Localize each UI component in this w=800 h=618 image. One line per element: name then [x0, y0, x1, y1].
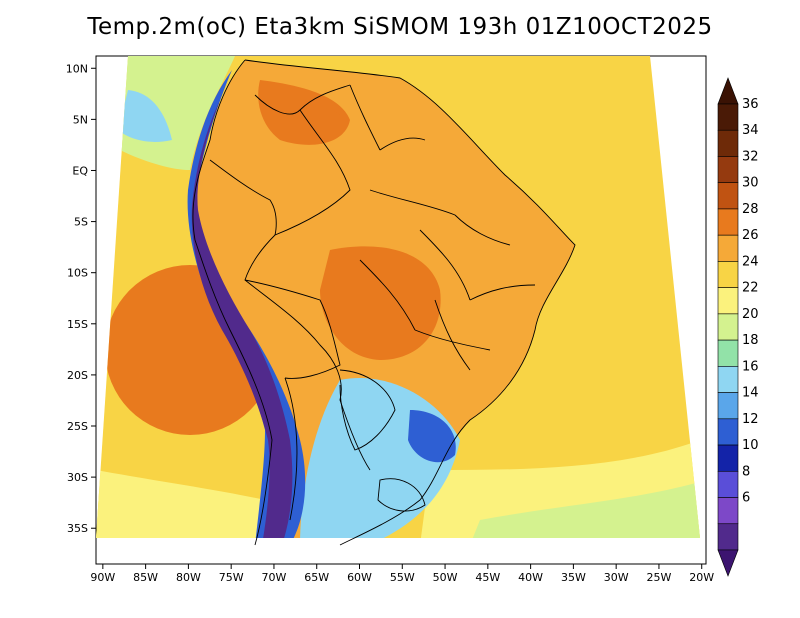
- colorbar-segment: [717, 182, 739, 210]
- peru-border: [209, 159, 277, 236]
- colorbar-label: 8: [742, 464, 750, 479]
- colorbar-label: 22: [742, 281, 759, 296]
- lon-tick-label: 25W: [647, 571, 672, 584]
- south-atlantic-cold-band: [470, 480, 700, 538]
- temperature-field: [96, 56, 700, 538]
- andes-cold-band: [191, 100, 293, 538]
- lon-tick-label: 50W: [433, 571, 458, 584]
- colorbar-segment: [717, 523, 739, 551]
- coastline: [244, 59, 576, 546]
- colorbar-label: 28: [742, 202, 759, 217]
- colorbar-label: 14: [742, 386, 759, 401]
- lat-tick-label: 5S: [74, 216, 88, 229]
- colorbar-label: 34: [742, 123, 759, 138]
- lon-tick-label: 75W: [219, 571, 244, 584]
- lon-tick-label: 80W: [176, 571, 201, 584]
- colorbar-label: 6: [742, 491, 750, 506]
- uruguay-border: [377, 478, 426, 512]
- colorbar-label: 16: [742, 359, 759, 374]
- colorbar: 36 34 32 30 28 26 24 22 20 18 16 14 12 10 8 6: [717, 77, 759, 577]
- latitude-axis: 10N 5N EQ 5S 10S 15S 20S 25S 30S 35S: [66, 62, 96, 535]
- colorbar-segment: [717, 261, 739, 288]
- lat-tick-label: 10N: [66, 62, 88, 75]
- north-pacific-cold-zone: [118, 90, 172, 142]
- colorbar-label: 36: [742, 97, 759, 112]
- lat-tick-label: 25S: [67, 420, 88, 433]
- brazil-state-lines: [359, 189, 536, 371]
- lon-tick-label: 55W: [390, 571, 415, 584]
- lon-tick-label: 30W: [604, 571, 629, 584]
- central-brazil-hot-zone: [320, 246, 441, 360]
- lon-tick-label: 90W: [90, 571, 115, 584]
- colorbar-segment: [717, 444, 739, 472]
- colorbar-label: 30: [742, 176, 759, 191]
- guianas-border: [349, 84, 426, 151]
- colorbar-segment: [717, 129, 739, 157]
- lat-tick-label: 30S: [67, 471, 88, 484]
- colombia-venezuela-border: [254, 84, 351, 115]
- lon-tick-label: 35W: [561, 571, 586, 584]
- colorbar-label: 12: [742, 412, 759, 427]
- colorbar-segment: [717, 392, 739, 420]
- colorbar-label: 10: [742, 438, 759, 453]
- map-title: Temp.2m(oC) Eta3km SiSMOM 193h 01Z10OCT2…: [87, 14, 713, 40]
- argentina-border: [284, 377, 298, 521]
- bolivia-border: [244, 279, 341, 379]
- longitude-axis: 90W 85W 80W 75W 70W 65W 60W 55W 50W 45W 40W 35W 30W 2…: [90, 564, 714, 584]
- colorbar-label: 24: [742, 254, 759, 269]
- coastline-west: [192, 59, 273, 546]
- lon-tick-label: 60W: [347, 571, 372, 584]
- colorbar-over-triangle: [717, 77, 739, 105]
- colorbar-segment: [717, 470, 739, 498]
- colorbar-segment: [717, 497, 739, 525]
- lon-tick-label: 45W: [475, 571, 500, 584]
- colorbar-segment: [717, 103, 739, 131]
- colorbar-segment: [717, 156, 739, 184]
- country-boundaries: [192, 59, 576, 546]
- colorbar-segment: [717, 418, 739, 446]
- lat-tick-label: EQ: [72, 164, 88, 177]
- colorbar-segment: [717, 208, 739, 236]
- southern-brazil-cold-zone: [408, 410, 456, 463]
- colorbar-segment: [717, 339, 739, 367]
- lon-tick-label: 70W: [262, 571, 287, 584]
- lon-tick-label: 40W: [518, 571, 543, 584]
- colorbar-segment: [717, 366, 739, 393]
- lat-tick-label: 35S: [67, 522, 88, 535]
- colorbar-under-triangle: [717, 549, 739, 577]
- lat-tick-label: 10S: [67, 267, 88, 280]
- lat-tick-label: 15S: [67, 318, 88, 331]
- guiana-warm-spot: [285, 107, 345, 143]
- colorbar-label: 18: [742, 333, 759, 348]
- south-pacific-cool-band: [96, 470, 265, 538]
- lat-tick-label: 5N: [73, 113, 88, 126]
- colorbar-label: 26: [742, 228, 759, 243]
- lon-tick-label: 20W: [689, 571, 714, 584]
- colorbar-segment: [717, 287, 739, 315]
- paraguay-border: [339, 369, 396, 451]
- colorbar-segment: [717, 313, 739, 341]
- colorbar-label: 20: [742, 307, 759, 322]
- lon-tick-label: 65W: [304, 571, 329, 584]
- lat-tick-label: 20S: [67, 369, 88, 382]
- lon-tick-label: 85W: [133, 571, 158, 584]
- colorbar-segment: [717, 234, 739, 262]
- colorbar-label: 32: [742, 149, 759, 164]
